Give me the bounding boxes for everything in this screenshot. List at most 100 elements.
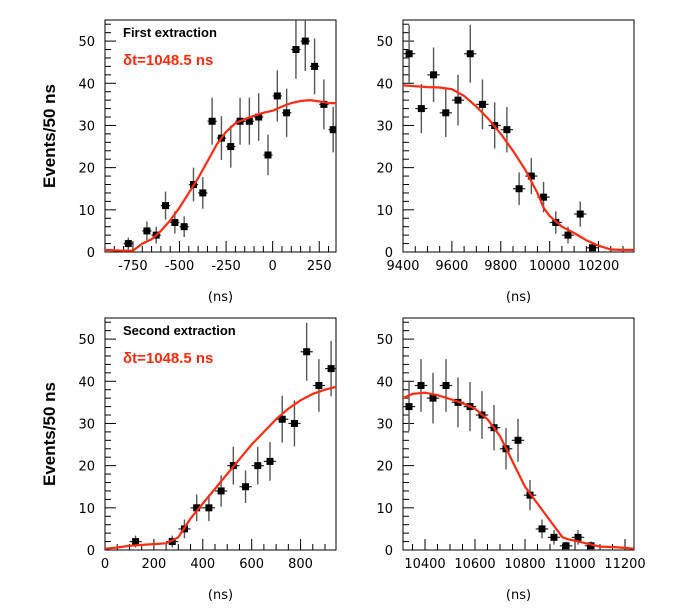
x-tick-label: 10000 <box>529 259 570 274</box>
data-point <box>301 37 309 45</box>
x-tick-label: 9600 <box>435 259 468 274</box>
plot-area <box>105 322 336 550</box>
x-axis-label: (ns) <box>506 588 531 603</box>
y-tick-label: 50 <box>376 35 393 50</box>
data-point <box>405 50 413 58</box>
x-tick-label: -750 <box>118 259 148 274</box>
x-tick-label: 10200 <box>578 259 619 274</box>
x-tick-label: 0 <box>101 557 109 572</box>
y-tick-label: 50 <box>376 333 393 348</box>
data-point <box>442 109 450 117</box>
x-tick-label: 10600 <box>454 557 495 572</box>
y-tick-label: 30 <box>78 119 95 134</box>
data-point <box>550 533 558 541</box>
y-tick-label: 0 <box>385 246 393 261</box>
x-tick-label: 11000 <box>554 557 595 572</box>
data-point <box>405 403 413 411</box>
data-point <box>315 381 323 389</box>
x-tick-label: 9400 <box>386 259 419 274</box>
plot-frame <box>402 19 635 253</box>
data-point <box>588 244 596 252</box>
data-point <box>292 46 300 54</box>
data-point <box>442 381 450 389</box>
data-point <box>205 504 213 512</box>
delta-t-annotation: δt=1048.5 ns <box>123 52 213 69</box>
data-point <box>283 109 291 117</box>
data-point <box>217 487 225 495</box>
panel-top-left: 0 10 20 30 40 50 -750 -500 -250 0 250 (ns) Events/50… <box>40 19 337 305</box>
y-tick-label: 20 <box>376 460 393 475</box>
panel-bottom-left: 0 10 20 30 40 50 0 200 400 600 800 (ns) Events/50 ns… <box>40 317 337 603</box>
y-tick-label: 40 <box>78 375 95 390</box>
data-point <box>199 189 207 197</box>
data-point <box>143 227 151 235</box>
y-tick-label: 20 <box>376 162 393 177</box>
x-tick-label: 200 <box>141 557 166 572</box>
x-tick-label: 9800 <box>484 259 517 274</box>
data-point <box>245 117 253 125</box>
fit-curve <box>105 98 336 252</box>
data-point <box>327 365 335 373</box>
data-point <box>227 143 235 151</box>
y-tick-label: 30 <box>78 417 95 432</box>
plot-area <box>403 24 634 252</box>
y-tick-label: 10 <box>78 502 95 517</box>
data-point <box>132 538 140 546</box>
fit-curve <box>105 385 336 550</box>
y-tick-label: 50 <box>78 35 95 50</box>
y-axis-label: Events/50 ns <box>40 382 59 486</box>
data-point <box>168 538 176 546</box>
panel-title: First extraction <box>123 25 217 40</box>
y-tick-label: 40 <box>78 77 95 92</box>
data-point <box>273 92 281 100</box>
data-point <box>576 210 584 218</box>
x-tick-label: 0 <box>269 259 277 274</box>
x-tick-label: 400 <box>190 557 215 572</box>
x-axis-label: (ns) <box>208 290 233 305</box>
data-point <box>466 50 474 58</box>
data-point <box>417 381 425 389</box>
x-tick-label: 11200 <box>604 557 645 572</box>
data-point <box>171 218 179 226</box>
fit-curve <box>403 84 634 251</box>
data-point <box>329 126 336 134</box>
data-point <box>320 100 328 108</box>
data-point <box>574 533 582 541</box>
y-tick-label: 50 <box>78 333 95 348</box>
data-point <box>538 525 546 533</box>
data-point <box>180 223 188 231</box>
data-point <box>564 231 572 239</box>
data-point <box>255 113 263 121</box>
plot-area <box>105 20 336 252</box>
data-point <box>503 126 511 134</box>
x-tick-label: 10800 <box>504 557 545 572</box>
data-point <box>417 105 425 113</box>
x-axis-label: (ns) <box>506 290 531 305</box>
data-point <box>430 71 438 79</box>
panel-title: Second extraction <box>123 323 236 338</box>
data-point <box>254 462 262 470</box>
data-point <box>429 394 437 402</box>
data-point <box>278 415 286 423</box>
y-tick-label: 30 <box>376 417 393 432</box>
plot-area <box>403 359 634 550</box>
data-point <box>478 100 486 108</box>
x-axis-label: (ns) <box>208 588 233 603</box>
data-point <box>290 419 298 427</box>
x-tick-label: 600 <box>239 557 264 572</box>
data-point <box>303 348 311 356</box>
data-point <box>162 202 170 210</box>
data-point <box>515 185 523 193</box>
y-tick-label: 10 <box>376 204 393 219</box>
data-point <box>540 193 548 201</box>
data-point <box>587 542 595 550</box>
y-tick-label: 0 <box>87 544 95 559</box>
data-point <box>562 542 570 550</box>
data-point <box>193 504 201 512</box>
x-tick-label: -500 <box>165 259 195 274</box>
panel-top-right: 0 10 20 30 40 50 9400 9600 9800 10000 10200 (ns) <box>376 19 635 305</box>
y-tick-label: 20 <box>78 460 95 475</box>
y-tick-label: 30 <box>376 119 393 134</box>
data-point <box>514 436 522 444</box>
